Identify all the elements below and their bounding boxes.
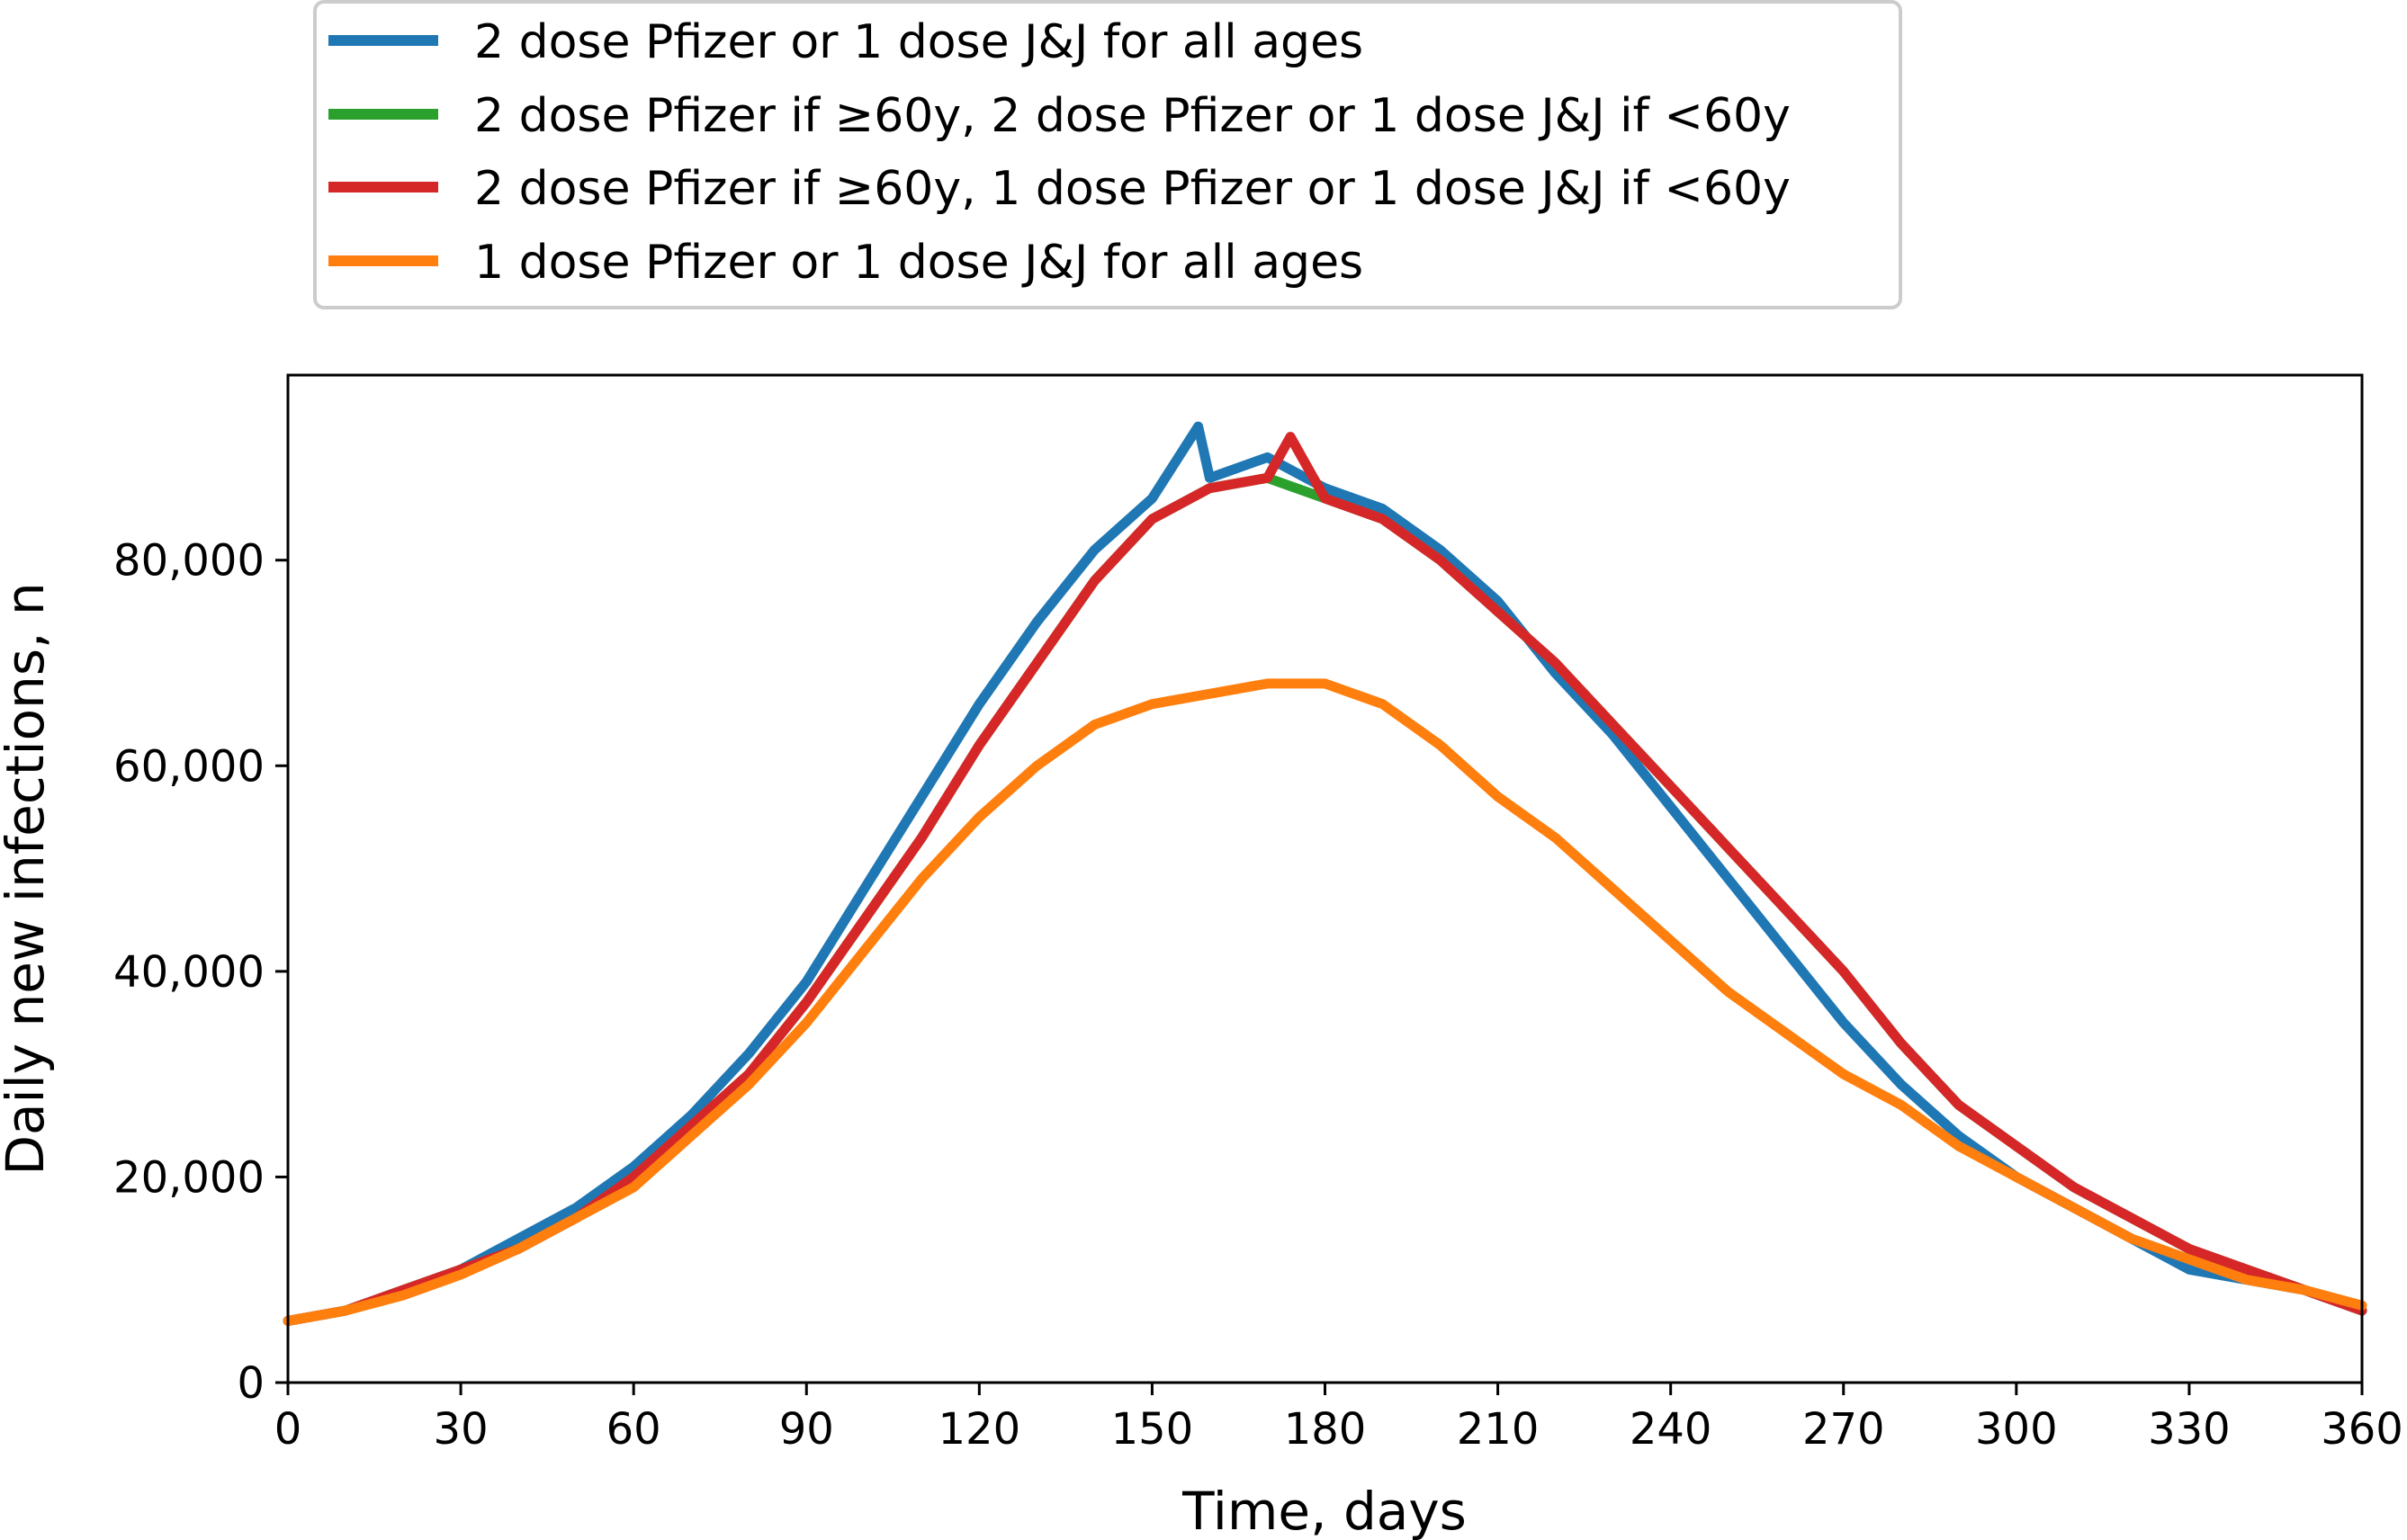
x-tick-label: 270 <box>1802 1404 1885 1455</box>
legend-entry-4: 1 dose Pfizer or 1 dose J&J for all ages <box>474 236 1363 290</box>
x-tick-label: 90 <box>779 1404 834 1455</box>
x-tick-label: 150 <box>1111 1404 1194 1455</box>
x-tick-label: 30 <box>434 1404 489 1455</box>
x-tick-label: 120 <box>939 1404 1021 1455</box>
y-tick-label: 0 <box>237 1358 265 1409</box>
legend: 2 dose Pfizer or 1 dose J&J for all ages… <box>313 0 1902 309</box>
legend-entry-3: 2 dose Pfizer if ≥60y, 1 dose Pfizer or … <box>474 162 1791 216</box>
y-axis-ticks: 0 20,000 40,000 60,000 80,000 <box>113 536 288 1409</box>
legend-entry-1: 2 dose Pfizer or 1 dose J&J for all ages <box>474 15 1363 69</box>
x-tick-label: 360 <box>2321 1404 2403 1455</box>
x-tick-label: 240 <box>1630 1404 1712 1455</box>
y-tick-label: 40,000 <box>113 947 265 998</box>
x-tick-label: 210 <box>1457 1404 1540 1455</box>
series-line-3 <box>283 432 2367 1326</box>
x-tick-label: 60 <box>606 1404 661 1455</box>
y-tick-label: 60,000 <box>113 741 265 792</box>
x-tick-label: 330 <box>2148 1404 2231 1455</box>
legend-entry-2: 2 dose Pfizer if ≥60y, 2 dose Pfizer or … <box>474 89 1791 143</box>
series-layer <box>283 421 2367 1326</box>
x-axis-label: Time, days <box>1181 1481 1467 1540</box>
y-tick-label: 20,000 <box>113 1152 265 1203</box>
x-tick-label: 180 <box>1284 1404 1367 1455</box>
x-axis-ticks: 0 30 60 90 120 150 180 210 240 270 300 330 360 <box>274 1383 2403 1455</box>
x-tick-label: 0 <box>274 1404 302 1455</box>
y-tick-label: 80,000 <box>113 536 265 586</box>
series-line-4 <box>283 678 2367 1326</box>
x-tick-label: 300 <box>1975 1404 2058 1455</box>
y-axis-label: Daily new infections, n <box>0 582 56 1175</box>
legend-box <box>313 0 1902 309</box>
